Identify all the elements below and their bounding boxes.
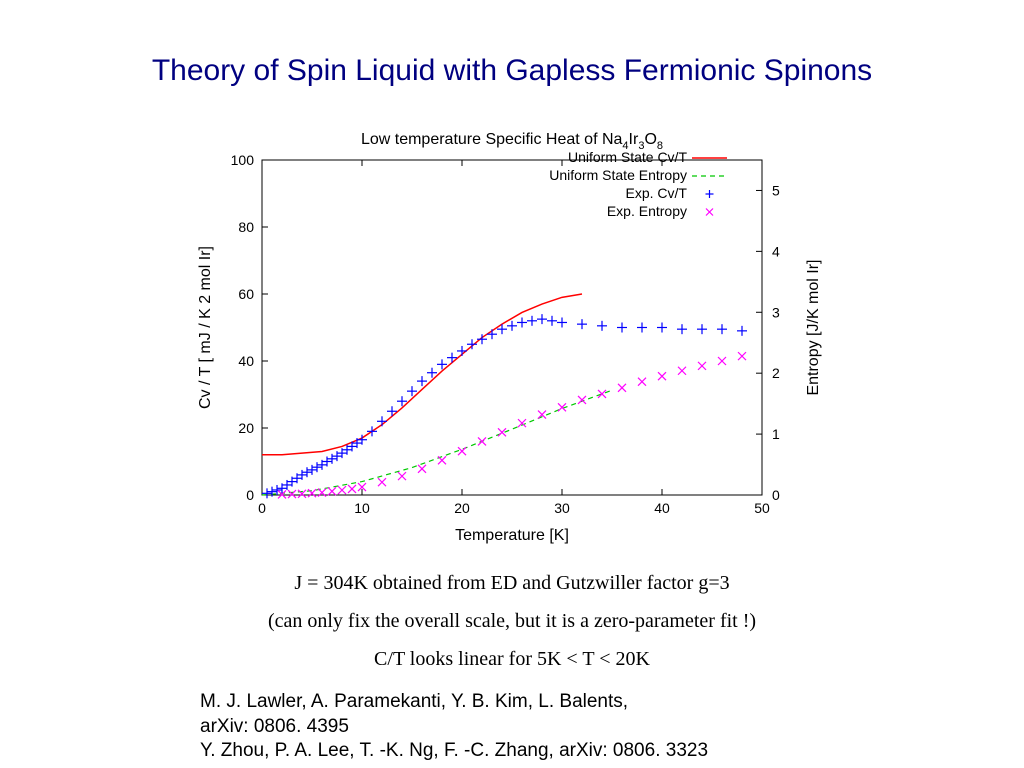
svg-text:Cv / T [ mJ / K 2 mol Ir]: Cv / T [ mJ / K 2 mol Ir]: [197, 246, 214, 409]
reference-line-1: M. J. Lawler, A. Paramekanti, Y. B. Kim,…: [200, 690, 708, 715]
svg-text:80: 80: [238, 219, 254, 235]
svg-text:3: 3: [772, 304, 780, 320]
chart-svg: Low temperature Specific Heat of Na4Ir3O…: [192, 130, 832, 550]
svg-text:5: 5: [772, 182, 780, 198]
svg-text:4: 4: [772, 243, 780, 259]
svg-text:20: 20: [454, 500, 470, 516]
svg-text:1: 1: [772, 426, 780, 442]
svg-text:Entropy [J/K mol Ir]: Entropy [J/K mol Ir]: [805, 259, 822, 395]
reference-line-2: arXiv: 0806. 4395: [200, 715, 708, 740]
svg-text:0: 0: [246, 487, 254, 503]
svg-text:30: 30: [554, 500, 570, 516]
svg-text:20: 20: [238, 420, 254, 436]
svg-text:40: 40: [654, 500, 670, 516]
specific-heat-chart: Low temperature Specific Heat of Na4Ir3O…: [192, 130, 832, 550]
svg-text:0: 0: [772, 487, 780, 503]
reference-block: M. J. Lawler, A. Paramekanti, Y. B. Kim,…: [200, 690, 708, 764]
reference-line-3: Y. Zhou, P. A. Lee, T. -K. Ng, F. -C. Zh…: [200, 739, 708, 764]
caption-fit-params: J = 304K obtained from ED and Gutzwiller…: [0, 572, 1024, 595]
svg-text:2: 2: [772, 365, 780, 381]
svg-text:Exp. Cv/T: Exp. Cv/T: [626, 185, 688, 201]
svg-text:Temperature [K]: Temperature [K]: [455, 527, 569, 544]
svg-text:60: 60: [238, 286, 254, 302]
caption-linear: C/T looks linear for 5K < T < 20K: [0, 648, 1024, 671]
svg-text:10: 10: [354, 500, 370, 516]
svg-text:Uniform State Cv/T: Uniform State Cv/T: [568, 149, 687, 165]
svg-text:Uniform State Entropy: Uniform State Entropy: [549, 167, 687, 183]
svg-text:40: 40: [238, 353, 254, 369]
svg-text:50: 50: [754, 500, 770, 516]
svg-text:Exp. Entropy: Exp. Entropy: [607, 203, 687, 219]
svg-text:0: 0: [258, 500, 266, 516]
slide-title: Theory of Spin Liquid with Gapless Fermi…: [0, 54, 1024, 88]
slide: Theory of Spin Liquid with Gapless Fermi…: [0, 0, 1024, 768]
svg-text:100: 100: [231, 152, 255, 168]
caption-zero-param: (can only fix the overall scale, but it …: [0, 610, 1024, 633]
